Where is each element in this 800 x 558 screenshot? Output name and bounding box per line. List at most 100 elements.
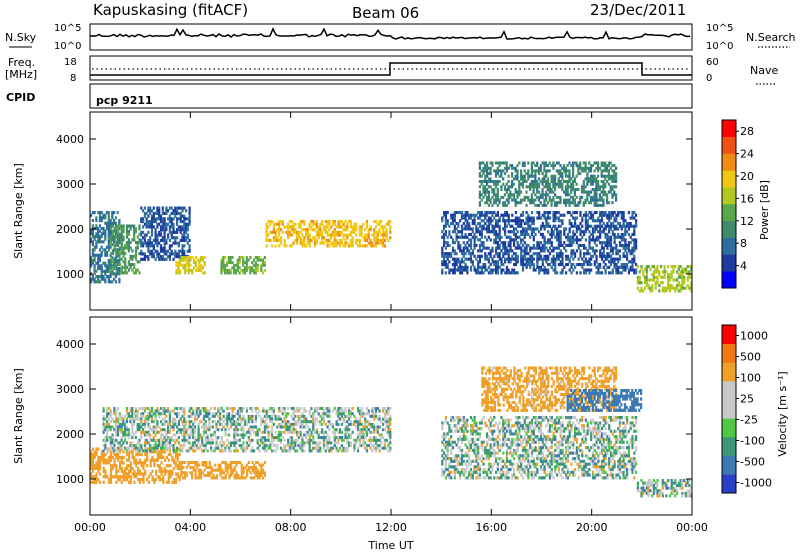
- pow-cell: [518, 236, 520, 239]
- pow-cell: [572, 196, 574, 199]
- pow-cell: [588, 230, 590, 233]
- pow-cell: [608, 252, 610, 255]
- pow-cell: [655, 284, 657, 287]
- pow-cell: [603, 249, 605, 252]
- pow-cell: [574, 180, 576, 183]
- power-colorbar-label: Power [dB]: [758, 180, 771, 240]
- pow-cell: [379, 231, 381, 234]
- pow-cell: [493, 217, 495, 220]
- pow-cell: [448, 233, 450, 236]
- pow-cell: [189, 239, 191, 242]
- vel-cell: [124, 415, 126, 418]
- pow-cell: [300, 231, 302, 234]
- pow-cell: [509, 196, 511, 199]
- pow-cell: [615, 185, 617, 188]
- pow-cell: [490, 167, 492, 170]
- pow-cell: [111, 216, 113, 219]
- pow-cell: [301, 234, 303, 237]
- pow-cell: [472, 252, 474, 255]
- pow-cell: [142, 225, 144, 228]
- pow-cell: [115, 233, 117, 236]
- pow-cell: [488, 225, 490, 228]
- pow-cell: [147, 255, 149, 258]
- vel-cell: [228, 434, 230, 437]
- pow-cell: [144, 239, 146, 242]
- pow-cell: [547, 249, 549, 252]
- pow-cell: [576, 249, 578, 252]
- pow-cell: [635, 214, 637, 217]
- pow-cell: [128, 244, 130, 247]
- pow-cell: [300, 225, 302, 228]
- pow-cell: [379, 223, 381, 226]
- pow-cell: [626, 266, 628, 269]
- pow-cell: [99, 224, 101, 227]
- vel-cell: [230, 474, 232, 477]
- pow-cell: [294, 223, 296, 226]
- pow-cell: [536, 263, 538, 266]
- pow-cell: [585, 271, 587, 274]
- vel-cell: [130, 481, 132, 484]
- pow-cell: [276, 236, 278, 239]
- pow-cell: [570, 244, 572, 247]
- vel-cell: [149, 426, 151, 429]
- pow-cell: [224, 266, 226, 269]
- pow-cell: [513, 230, 515, 233]
- pow-cell: [151, 223, 153, 226]
- freq-panel: Freq. [MHz] 18 8 60 0 Nave: [5, 56, 778, 84]
- vel-cell: [248, 444, 250, 447]
- pow-cell: [646, 270, 648, 273]
- pow-cell: [597, 164, 599, 167]
- vel-cell: [151, 475, 153, 478]
- pow-cell: [289, 231, 291, 234]
- pow-cell: [585, 238, 587, 241]
- pow-cell: [547, 258, 549, 261]
- vel-cell: [156, 420, 158, 423]
- pow-cell: [334, 236, 336, 239]
- pow-cell: [633, 255, 635, 258]
- pow-cell: [656, 268, 658, 271]
- pow-cell: [149, 236, 151, 239]
- pow-cell: [126, 236, 128, 239]
- vel-cell: [217, 428, 219, 431]
- vel-cell: [178, 412, 180, 415]
- pow-cell: [447, 219, 449, 222]
- pow-cell: [303, 239, 305, 242]
- pow-cell: [671, 276, 673, 279]
- pow-cell: [583, 244, 585, 247]
- pow-cell: [97, 227, 99, 230]
- pow-cell: [443, 236, 445, 239]
- pow-cell: [118, 219, 120, 222]
- vel-cell: [182, 466, 184, 469]
- vel-cell: [251, 447, 253, 450]
- pow-cell: [552, 162, 554, 165]
- vel-cell: [226, 439, 228, 442]
- pow-cell: [499, 217, 501, 220]
- vel-cell: [198, 428, 200, 431]
- vel-cell: [106, 431, 108, 434]
- pow-cell: [355, 228, 357, 231]
- pow-cell: [633, 233, 635, 236]
- vel-cell: [140, 436, 142, 439]
- pow-cell: [158, 252, 160, 255]
- pow-cell: [181, 209, 183, 212]
- pow-cell: [669, 279, 671, 282]
- pow-cell: [619, 222, 621, 225]
- pow-cell: [664, 273, 666, 276]
- vel-cell: [226, 444, 228, 447]
- vel-cell: [235, 426, 237, 429]
- vel-cell: [239, 439, 241, 442]
- pow-cell: [355, 225, 357, 228]
- pow-cell: [187, 228, 189, 231]
- pow-cell: [491, 271, 493, 274]
- vel-cell: [110, 428, 112, 431]
- pow-cell: [504, 193, 506, 196]
- pow-cell: [617, 214, 619, 217]
- pow-cell: [282, 223, 284, 226]
- vel-cell: [157, 459, 159, 462]
- vel-cell: [201, 439, 203, 442]
- pow-cell: [361, 228, 363, 231]
- pow-cell: [481, 193, 483, 196]
- pow-cell: [309, 242, 311, 245]
- pow-cell: [525, 191, 527, 194]
